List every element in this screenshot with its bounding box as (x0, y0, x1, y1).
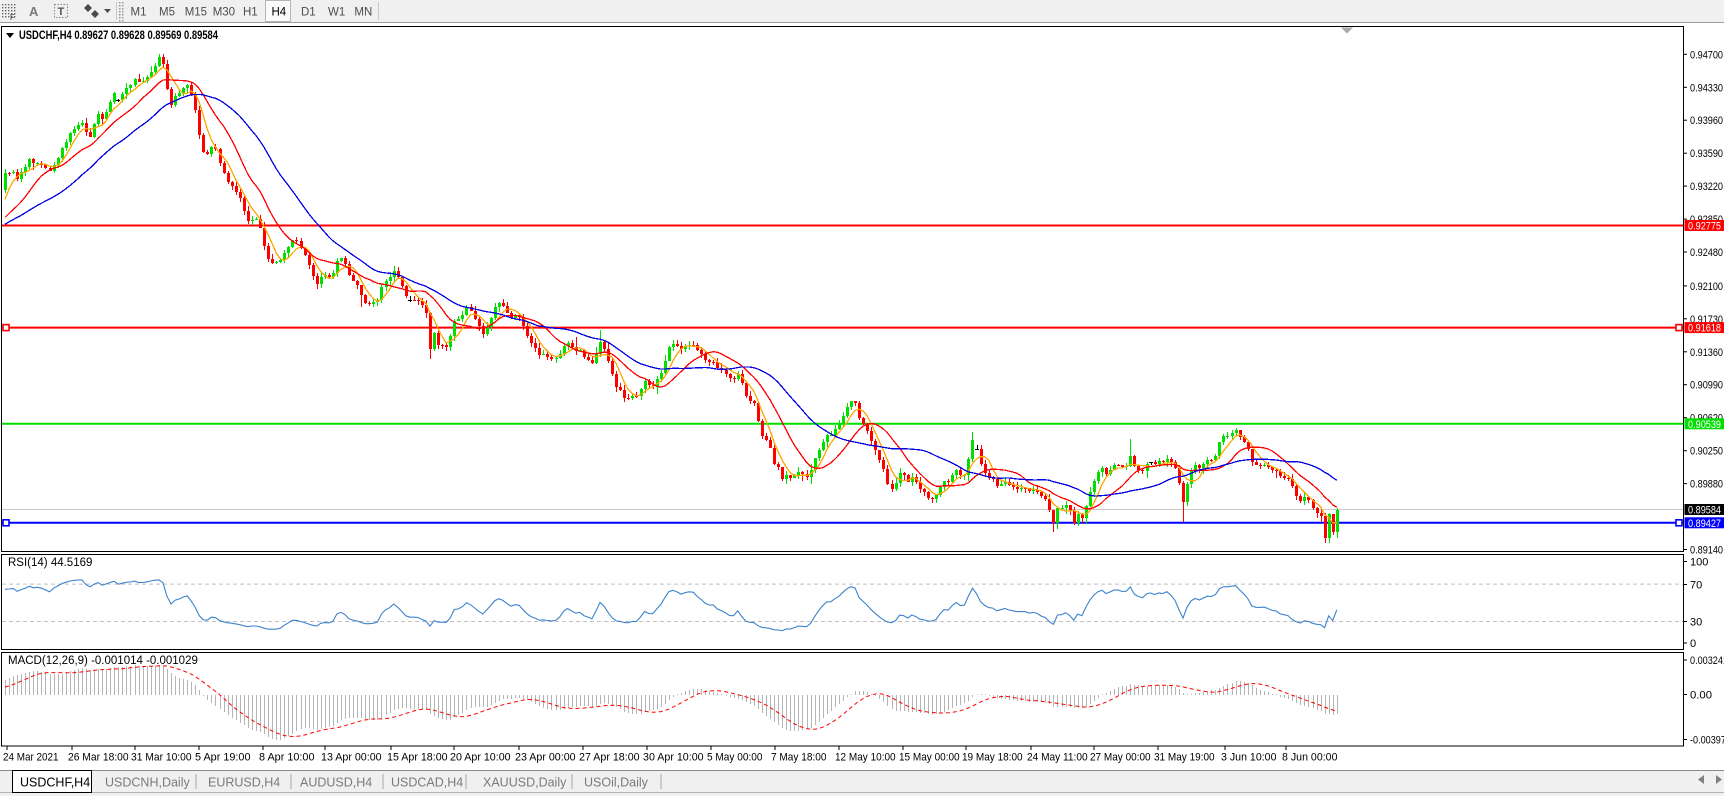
svg-text:7 May 18:00: 7 May 18:00 (771, 752, 827, 764)
svg-text:70: 70 (1690, 580, 1702, 592)
svg-text:0.89427: 0.89427 (1688, 518, 1721, 530)
svg-text:12 May 10:00: 12 May 10:00 (835, 752, 896, 764)
svg-text:15 Apr 18:00: 15 Apr 18:00 (387, 752, 448, 764)
svg-text:30 Apr 10:00: 30 Apr 10:00 (643, 752, 704, 764)
svg-text:0.93590: 0.93590 (1690, 148, 1723, 160)
svg-text:0.90990: 0.90990 (1690, 380, 1723, 392)
svg-text:RSI(14) 44.5169: RSI(14) 44.5169 (8, 557, 92, 569)
svg-text:8 Apr 10:00: 8 Apr 10:00 (259, 752, 315, 764)
svg-text:M1: M1 (131, 7, 147, 19)
svg-text:0.92100: 0.92100 (1690, 281, 1723, 293)
svg-text:0.003241: 0.003241 (1690, 655, 1724, 667)
svg-text:27 Apr 18:00: 27 Apr 18:00 (579, 752, 640, 764)
svg-text:3 Jun 10:00: 3 Jun 10:00 (1221, 752, 1277, 764)
svg-text:M5: M5 (159, 7, 175, 19)
svg-text:31 May 19:00: 31 May 19:00 (1154, 752, 1215, 764)
svg-text:USDCNH,Daily: USDCNH,Daily (105, 776, 190, 790)
svg-text:MN: MN (354, 7, 372, 19)
svg-text:0.94700: 0.94700 (1690, 49, 1723, 61)
svg-text:USDCHF,H4: USDCHF,H4 (20, 776, 90, 790)
svg-text:F: F (10, 13, 15, 22)
svg-text:8 Jun 00:00: 8 Jun 00:00 (1282, 752, 1338, 764)
svg-text:0.91618: 0.91618 (1688, 323, 1721, 335)
svg-text:0.90539: 0.90539 (1688, 419, 1721, 431)
svg-text:USDCAD,H4: USDCAD,H4 (391, 776, 463, 790)
svg-text:-0.003970: -0.003970 (1690, 735, 1724, 747)
svg-text:H4: H4 (272, 7, 287, 19)
svg-text:13 Apr 00:00: 13 Apr 00:00 (321, 752, 382, 764)
svg-text:0.91360: 0.91360 (1690, 347, 1723, 359)
svg-text:EURUSD,H4: EURUSD,H4 (208, 776, 280, 790)
svg-text:0.90250: 0.90250 (1690, 446, 1723, 458)
svg-text:AUDUSD,H4: AUDUSD,H4 (300, 776, 372, 790)
svg-text:H1: H1 (243, 7, 258, 19)
svg-text:26 Mar 18:00: 26 Mar 18:00 (68, 752, 129, 764)
svg-text:T: T (58, 6, 65, 18)
svg-text:30: 30 (1690, 617, 1702, 629)
svg-text:0.94330: 0.94330 (1690, 82, 1723, 94)
svg-text:24 May 11:00: 24 May 11:00 (1027, 752, 1088, 764)
svg-text:0.89584: 0.89584 (1688, 505, 1721, 517)
svg-text:USDCHF,H4 0.89627 0.89628 0.8: USDCHF,H4 0.89627 0.89628 0.89569 0.8958… (19, 28, 218, 42)
svg-text:5 May 00:00: 5 May 00:00 (707, 752, 763, 764)
svg-text:5 Apr 19:00: 5 Apr 19:00 (195, 752, 251, 764)
svg-text:27 May 00:00: 27 May 00:00 (1090, 752, 1151, 764)
svg-text:19 May 18:00: 19 May 18:00 (962, 752, 1023, 764)
svg-text:MACD(12,26,9) -0.001014 -0.001: MACD(12,26,9) -0.001014 -0.001029 (8, 655, 198, 667)
svg-text:W1: W1 (328, 7, 345, 19)
svg-text:20 Apr 10:00: 20 Apr 10:00 (450, 752, 511, 764)
svg-text:0.00: 0.00 (1690, 690, 1712, 702)
svg-text:24 Mar 2021: 24 Mar 2021 (3, 752, 59, 764)
svg-text:M30: M30 (213, 7, 235, 19)
svg-text:23 Apr 00:00: 23 Apr 00:00 (515, 752, 576, 764)
svg-text:M15: M15 (185, 7, 207, 19)
svg-text:100: 100 (1690, 557, 1708, 569)
svg-text:0.92480: 0.92480 (1690, 247, 1723, 259)
svg-text:15 May 00:00: 15 May 00:00 (899, 752, 960, 764)
svg-text:A: A (29, 4, 39, 19)
svg-text:USOil,Daily: USOil,Daily (584, 776, 649, 790)
svg-text:0: 0 (1690, 638, 1696, 650)
svg-text:D1: D1 (301, 7, 316, 19)
svg-text:0.89140: 0.89140 (1690, 545, 1723, 557)
svg-text:0.93960: 0.93960 (1690, 115, 1723, 127)
svg-text:0.89880: 0.89880 (1690, 479, 1723, 491)
svg-text:0.92775: 0.92775 (1688, 221, 1721, 233)
svg-text:XAUUSD,Daily: XAUUSD,Daily (483, 776, 567, 790)
svg-text:31 Mar 10:00: 31 Mar 10:00 (131, 752, 192, 764)
svg-text:0.93220: 0.93220 (1690, 181, 1723, 193)
